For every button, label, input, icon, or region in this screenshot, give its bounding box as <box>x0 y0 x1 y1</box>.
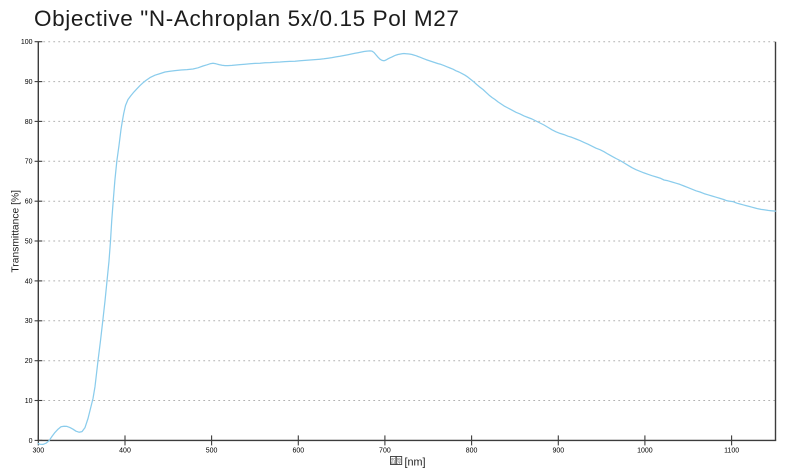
svg-text:90: 90 <box>25 79 33 86</box>
svg-text:[nm]: [nm] <box>405 457 426 469</box>
svg-text:1000: 1000 <box>637 448 653 455</box>
svg-text:700: 700 <box>379 448 391 455</box>
svg-text:50: 50 <box>25 238 33 245</box>
svg-text:900: 900 <box>552 448 564 455</box>
svg-text:10: 10 <box>25 398 33 405</box>
svg-text:70: 70 <box>25 159 33 166</box>
svg-text:500: 500 <box>206 448 218 455</box>
svg-text:100: 100 <box>21 39 33 46</box>
svg-text:600: 600 <box>292 448 304 455</box>
svg-text:40: 40 <box>25 278 33 285</box>
svg-text:Transmittance [%]: Transmittance [%] <box>11 190 22 273</box>
svg-text:400: 400 <box>119 448 131 455</box>
svg-text:95: 95 <box>397 459 401 463</box>
svg-text:60: 60 <box>25 199 33 206</box>
svg-text:1100: 1100 <box>724 448 739 455</box>
svg-text:7F: 7F <box>397 462 401 466</box>
svg-text:300: 300 <box>32 448 44 455</box>
svg-text:800: 800 <box>466 448 478 455</box>
svg-text:6C: 6C <box>391 459 395 463</box>
svg-text:80: 80 <box>25 119 33 126</box>
svg-text:0: 0 <box>29 438 33 445</box>
svg-text:30: 30 <box>25 318 33 325</box>
svg-text:Objective "N-Achroplan 5x/0.15: Objective "N-Achroplan 5x/0.15 Pol M27 <box>34 6 460 31</box>
svg-text:E2: E2 <box>391 462 395 466</box>
svg-text:20: 20 <box>25 358 33 365</box>
